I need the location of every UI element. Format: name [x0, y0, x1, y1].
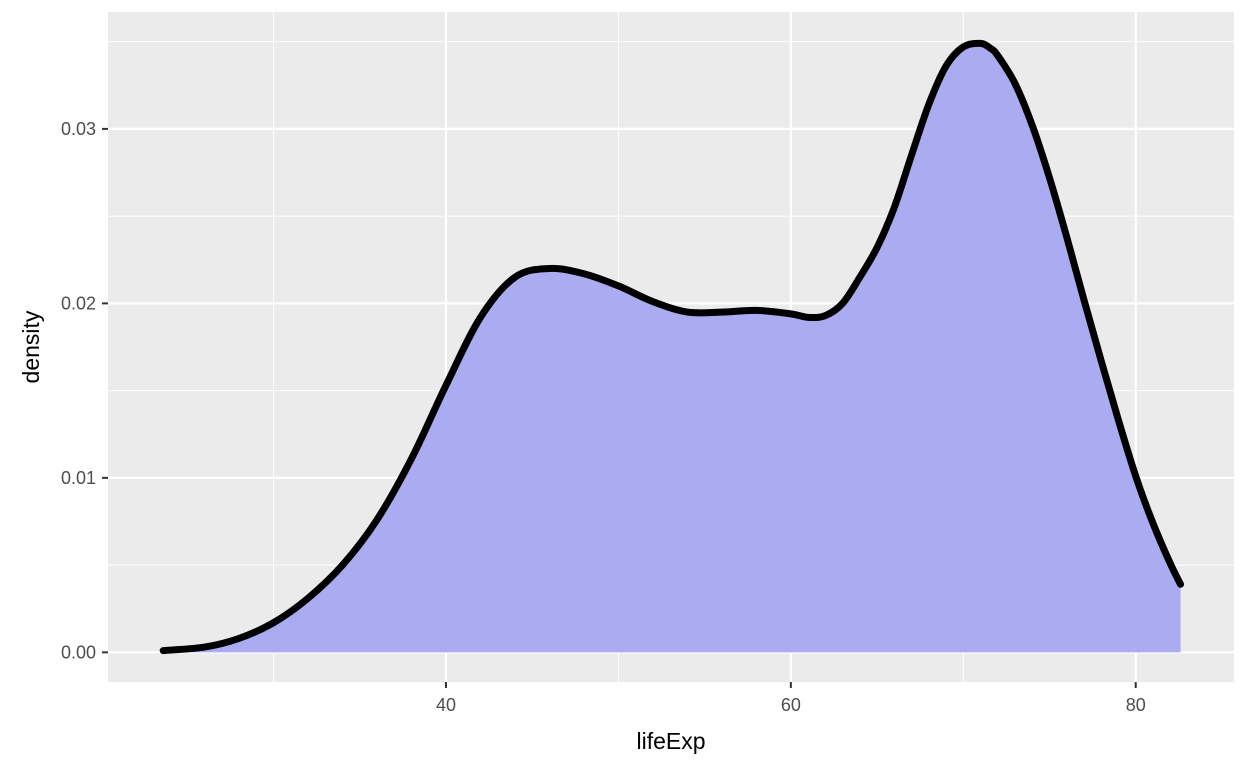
x-tick-label: 60	[781, 695, 801, 715]
density-line	[159, 39, 1185, 655]
y-tick-label: 0.01	[61, 468, 96, 488]
x-axis-title: lifeExp	[636, 728, 705, 754]
density-area-fill	[163, 43, 1181, 653]
y-tick-label: 0.03	[61, 119, 96, 139]
y-tick-label: 0.00	[61, 642, 96, 662]
x-tick-label: 40	[436, 695, 456, 715]
y-tick-label: 0.02	[61, 293, 96, 313]
x-tick-label: 80	[1126, 695, 1146, 715]
y-axis-title: density	[18, 310, 44, 383]
x-axis: 40 60 80	[436, 682, 1146, 715]
y-axis: 0.00 0.01 0.02 0.03	[61, 119, 108, 662]
